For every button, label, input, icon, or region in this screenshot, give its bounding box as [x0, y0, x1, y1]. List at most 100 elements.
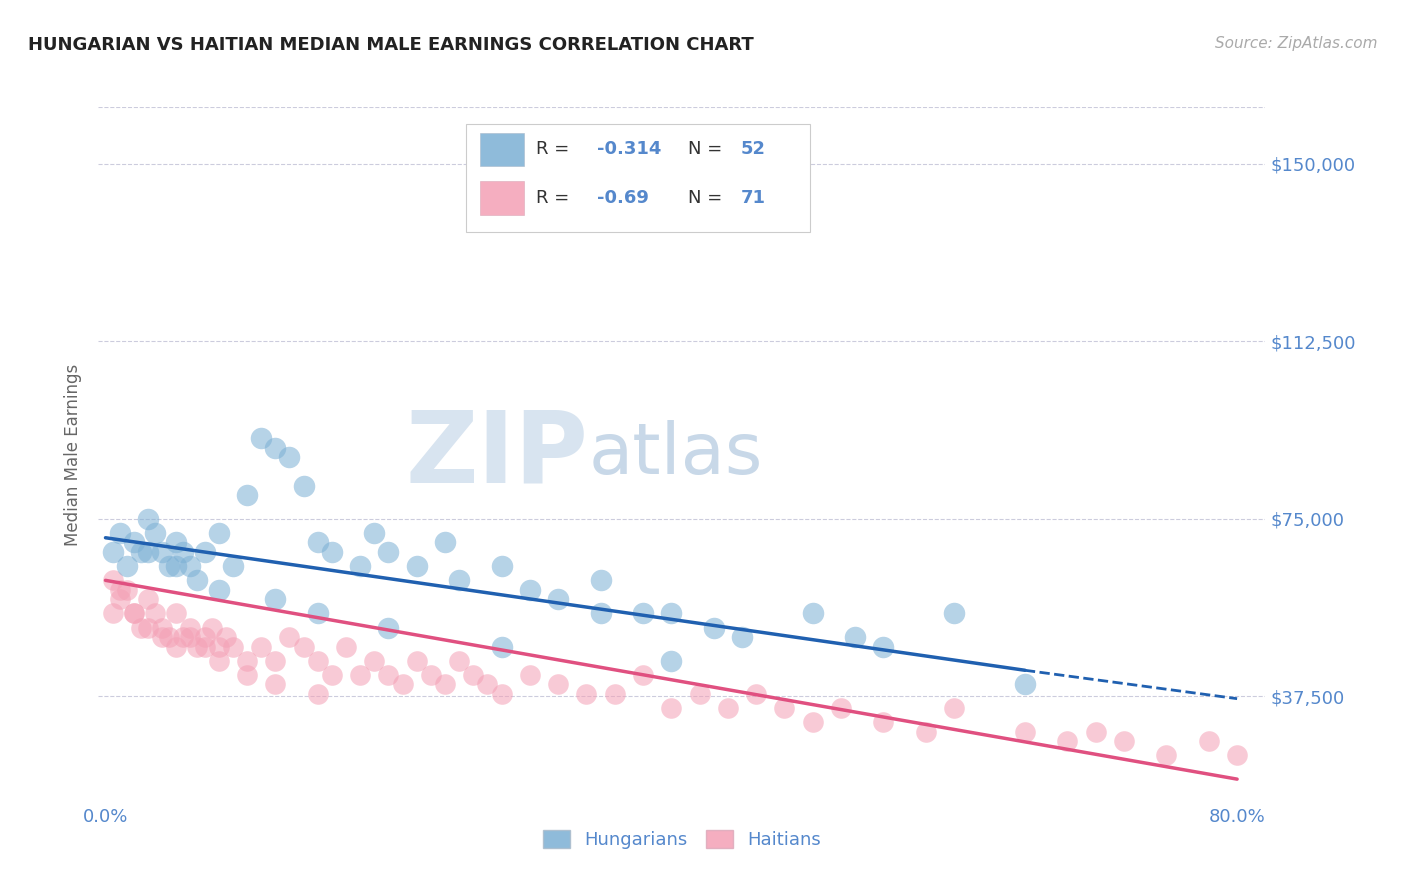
- Text: 71: 71: [741, 189, 765, 207]
- Point: [433, 535, 456, 549]
- Y-axis label: Median Male Earnings: Median Male Earnings: [65, 364, 83, 546]
- Point: [689, 687, 711, 701]
- Point: [264, 654, 287, 668]
- Point: [186, 640, 208, 654]
- Point: [136, 621, 159, 635]
- Point: [165, 559, 187, 574]
- Point: [101, 607, 124, 621]
- Point: [463, 668, 485, 682]
- Point: [703, 621, 725, 635]
- Point: [222, 559, 245, 574]
- Point: [830, 701, 852, 715]
- Point: [405, 559, 427, 574]
- Point: [208, 582, 231, 597]
- Point: [236, 654, 259, 668]
- Point: [264, 441, 287, 455]
- Point: [307, 535, 329, 549]
- Point: [377, 545, 399, 559]
- Point: [659, 654, 682, 668]
- Point: [136, 592, 159, 607]
- Point: [844, 630, 866, 644]
- Text: R =: R =: [536, 189, 575, 207]
- Point: [143, 607, 166, 621]
- Point: [745, 687, 768, 701]
- Point: [1056, 734, 1078, 748]
- Point: [449, 654, 471, 668]
- Point: [157, 630, 180, 644]
- Point: [731, 630, 754, 644]
- Text: atlas: atlas: [589, 420, 763, 490]
- Point: [377, 668, 399, 682]
- Point: [547, 677, 569, 691]
- Point: [659, 701, 682, 715]
- Point: [321, 668, 343, 682]
- Point: [943, 607, 966, 621]
- Text: R =: R =: [536, 140, 575, 159]
- Bar: [479, 181, 524, 215]
- Point: [405, 654, 427, 668]
- Point: [1014, 724, 1036, 739]
- Point: [349, 559, 371, 574]
- Point: [1112, 734, 1135, 748]
- FancyBboxPatch shape: [465, 124, 810, 232]
- Text: Source: ZipAtlas.com: Source: ZipAtlas.com: [1215, 36, 1378, 51]
- Point: [278, 450, 301, 465]
- Point: [150, 621, 173, 635]
- Point: [491, 687, 513, 701]
- Point: [179, 630, 201, 644]
- Point: [236, 668, 259, 682]
- Text: ZIP: ZIP: [406, 407, 589, 503]
- Legend: Hungarians, Haitians: Hungarians, Haitians: [536, 822, 828, 856]
- Point: [101, 574, 124, 588]
- Point: [278, 630, 301, 644]
- Point: [264, 592, 287, 607]
- Point: [165, 640, 187, 654]
- Point: [391, 677, 413, 691]
- Point: [307, 654, 329, 668]
- Point: [419, 668, 441, 682]
- Point: [1226, 748, 1249, 763]
- Point: [589, 607, 612, 621]
- Point: [363, 654, 385, 668]
- Point: [631, 668, 654, 682]
- Point: [1014, 677, 1036, 691]
- Point: [165, 535, 187, 549]
- Point: [101, 545, 124, 559]
- Point: [943, 701, 966, 715]
- Point: [773, 701, 796, 715]
- Point: [108, 526, 131, 541]
- Point: [307, 687, 329, 701]
- Point: [150, 545, 173, 559]
- Point: [872, 640, 894, 654]
- Point: [136, 545, 159, 559]
- Point: [172, 630, 194, 644]
- Point: [136, 512, 159, 526]
- Point: [122, 535, 145, 549]
- Point: [433, 677, 456, 691]
- Text: 52: 52: [741, 140, 765, 159]
- Point: [236, 488, 259, 502]
- Point: [193, 630, 215, 644]
- Point: [215, 630, 238, 644]
- Point: [108, 582, 131, 597]
- Point: [491, 640, 513, 654]
- Point: [208, 526, 231, 541]
- Point: [589, 574, 612, 588]
- Point: [363, 526, 385, 541]
- Point: [129, 545, 152, 559]
- Point: [335, 640, 357, 654]
- Point: [872, 715, 894, 730]
- Point: [801, 607, 824, 621]
- Point: [193, 640, 215, 654]
- Point: [349, 668, 371, 682]
- Point: [165, 607, 187, 621]
- Point: [1084, 724, 1107, 739]
- Text: -0.69: -0.69: [596, 189, 648, 207]
- Point: [377, 621, 399, 635]
- Point: [292, 640, 315, 654]
- Point: [250, 431, 273, 445]
- Point: [631, 607, 654, 621]
- Point: [589, 157, 612, 171]
- Point: [172, 545, 194, 559]
- Text: -0.314: -0.314: [596, 140, 661, 159]
